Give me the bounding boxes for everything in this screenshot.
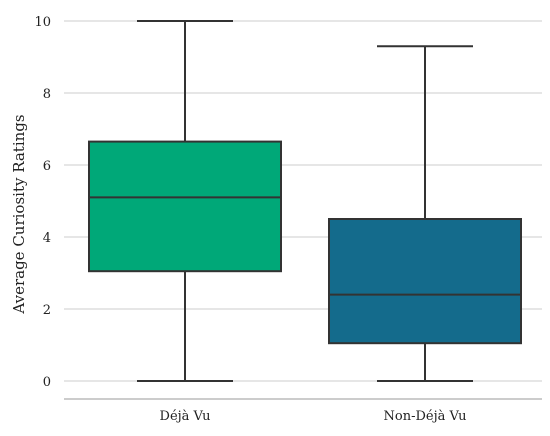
box-1	[88, 20, 282, 382]
box-series	[88, 20, 522, 382]
y-tick-label: 0	[43, 375, 51, 390]
y-tick-label: 8	[43, 87, 51, 102]
y-tick-label: 10	[34, 15, 51, 30]
x-tick-labels: Déjà Vu Non-Déjà Vu	[160, 409, 467, 424]
y-tick-labels: 0 2 4 6 8 10	[34, 15, 51, 390]
x-tick-label: Déjà Vu	[160, 409, 211, 424]
box-2	[328, 45, 522, 382]
y-axis-label: Average Curiosity Ratings	[10, 114, 28, 314]
y-tick-label: 4	[43, 231, 51, 246]
box-body	[328, 218, 522, 345]
y-tick-label: 2	[43, 303, 51, 318]
x-tick-label: Non-Déjà Vu	[384, 409, 467, 424]
box-body	[88, 140, 282, 273]
y-tick-label: 6	[43, 159, 51, 174]
